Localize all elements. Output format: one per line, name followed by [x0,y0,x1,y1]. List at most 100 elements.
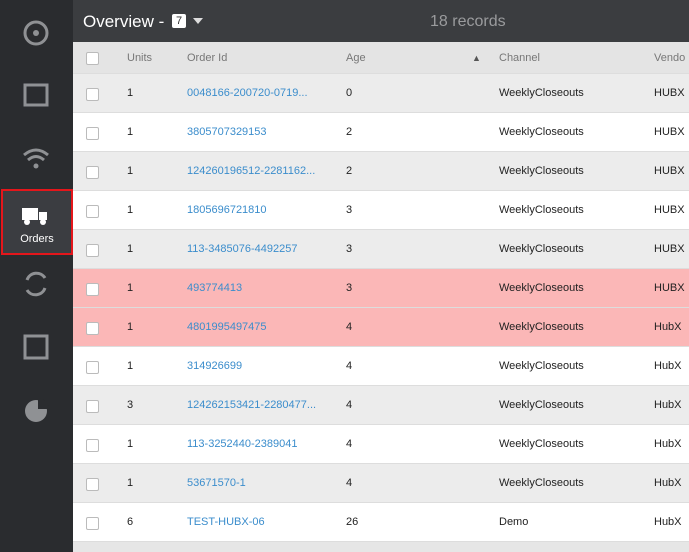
order-link[interactable]: 1805696721810 [187,204,267,216]
table-cell: HubX [654,438,682,450]
table-cell: HUBX [654,165,685,177]
table-cell: 26 [346,516,359,528]
row-checkbox[interactable] [86,88,99,101]
row-checkbox[interactable] [86,244,99,257]
table-row[interactable]: 1 1805696721810 3 WeeklyCloseouts HUBX [73,191,689,230]
table-cell: 3 [346,204,353,216]
row-checkbox[interactable] [86,166,99,179]
table-cell: 4 [346,477,353,489]
order-link[interactable]: TEST-HUBX-06 [187,516,265,528]
table-cell: WeeklyCloseouts [499,477,584,489]
table-cell: 3 [346,282,353,294]
row-checkbox[interactable] [86,478,99,491]
table-cell: 2 [346,126,353,138]
table-cell: 1 [127,321,134,333]
sync-icon[interactable] [25,271,47,297]
table-cell: 2 [346,165,353,177]
table-cell: WeeklyCloseouts [499,321,584,333]
table-cell: 4 [346,321,353,333]
order-link[interactable]: 4801995497475 [187,321,267,333]
table-row[interactable]: 1 3805707329153 2 WeeklyCloseouts HUBX [73,113,689,152]
orders-table: Units Order Id Age Channel Vendo ▲ 1 0048166-20… [73,42,689,552]
table-cell: 0 [346,87,353,99]
table-cell: 1 [127,282,134,294]
row-checkbox[interactable] [86,283,99,296]
table-cell: WeeklyCloseouts [499,360,584,372]
table-row[interactable]: 3 124262153421-2280477... 4 WeeklyCloseouts… [73,386,689,425]
sidebar: Orders [0,0,73,552]
table-cell: 1 [127,243,134,255]
order-link[interactable]: 493774413 [187,282,243,294]
nav-label: Orders [20,233,54,245]
table-cell: WeeklyCloseouts [499,399,584,411]
box-icon[interactable] [23,83,49,107]
column-header[interactable]: Vendo [654,52,686,64]
row-checkbox[interactable] [86,517,99,530]
column-header[interactable]: Age [346,52,366,64]
table-row[interactable]: 1 4801995497475 4 WeeklyCloseouts HubX [73,308,689,347]
table-cell: HubX [654,360,682,372]
table-cell: HUBX [654,87,685,99]
row-checkbox[interactable] [86,127,99,140]
table-cell: HUBX [654,282,685,294]
order-link[interactable]: 124262153421-2280477... [187,399,317,411]
table-cell: 4 [346,360,353,372]
wifi-icon[interactable] [23,148,49,162]
nav-orders[interactable]: Orders [1,189,73,255]
table-row[interactable]: 1 493774413 3 WeeklyCloseouts HUBX [73,269,689,308]
table-cell: 6 [127,516,134,528]
table-cell: HubX [654,321,682,333]
order-link[interactable]: 53671570-1 [187,477,246,489]
order-link[interactable]: 113-3252440-2389041 [187,438,298,450]
table-cell: Demo [499,516,529,528]
table-row[interactable]: 1 113-3485076-4492257 3 WeeklyCloseouts HUBX [73,230,689,269]
view-title[interactable]: Overview - [83,12,165,31]
order-link[interactable]: 113-3485076-4492257 [187,243,298,255]
record-count: 18 records [430,13,506,30]
column-header[interactable]: Channel [499,52,540,64]
table-row[interactable]: 1 314926699 4 WeeklyCloseouts HubX [73,347,689,386]
sort-arrow: ▲ [472,53,481,63]
table-cell: WeeklyCloseouts [499,87,584,99]
compass-icon[interactable] [23,20,49,46]
table-cell: HubX [654,399,682,411]
order-link[interactable]: 124260196512-2281162... [187,165,316,177]
row-checkbox[interactable] [86,205,99,218]
table-cell: WeeklyCloseouts [499,165,584,177]
order-link[interactable]: 3805707329153 [187,126,267,138]
column-header[interactable]: Units [127,52,153,64]
table-cell: 4 [346,399,353,411]
table-cell: 1 [127,477,134,489]
table-cell: 3 [346,243,353,255]
table-row[interactable]: 1 0048166-200720-0719... 0 WeeklyCloseouts H… [73,74,689,113]
table-row[interactable]: 1 113-3252440-2389041 4 WeeklyCloseouts HubX [73,425,689,464]
truck-icon [22,208,47,225]
table-cell: HubX [654,477,682,489]
abacus-icon[interactable] [23,334,49,360]
row-checkbox[interactable] [86,400,99,413]
row-checkbox[interactable] [86,361,99,374]
table-cell: HUBX [654,126,685,138]
table-cell: WeeklyCloseouts [499,204,584,216]
table-cell: HubX [654,516,682,528]
column-header[interactable]: Order Id [187,52,228,64]
table-cell: 1 [127,360,134,372]
pie-icon[interactable] [25,398,49,422]
view-badge[interactable]: 7 [172,14,187,28]
order-link[interactable]: 314926699 [187,360,243,372]
table-cell: WeeklyCloseouts [499,126,584,138]
row-checkbox[interactable] [86,322,99,335]
table-cell: WeeklyCloseouts [499,282,584,294]
table-cell: HUBX [654,204,685,216]
table-cell: 1 [127,204,134,216]
order-link[interactable]: 0048166-200720-0719... [187,87,308,99]
table-row[interactable]: 6 TEST-HUBX-06 26 Demo HubX [73,503,689,542]
dropdown-caret[interactable] [193,18,203,24]
table-row[interactable]: 1 53671570-1 4 WeeklyCloseouts HubX [73,464,689,503]
header-row: Units Order Id Age Channel Vendo ▲ [73,42,689,74]
select-all-checkbox[interactable] [86,52,99,65]
table-row[interactable]: 1 124260196512-2281162... 2 WeeklyCloseouts… [73,152,689,191]
table-cell: 3 [127,399,134,411]
row-checkbox[interactable] [86,439,99,452]
